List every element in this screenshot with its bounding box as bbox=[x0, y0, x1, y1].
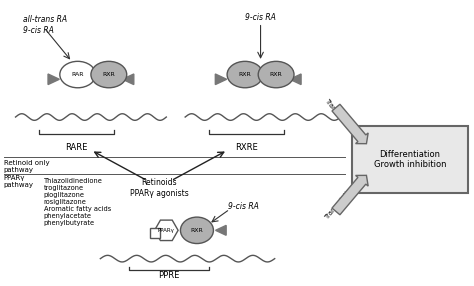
Text: RXR: RXR bbox=[191, 228, 203, 233]
Text: PPARγ
pathway: PPARγ pathway bbox=[4, 175, 34, 188]
Text: Retinoids
PPARγ agonists: Retinoids PPARγ agonists bbox=[130, 178, 189, 198]
FancyArrow shape bbox=[332, 104, 368, 144]
Text: 9-cis RA: 9-cis RA bbox=[228, 202, 258, 211]
Ellipse shape bbox=[227, 61, 263, 88]
Ellipse shape bbox=[60, 61, 96, 88]
Ellipse shape bbox=[91, 61, 127, 88]
Text: RARE: RARE bbox=[65, 143, 88, 152]
Polygon shape bbox=[290, 74, 301, 85]
FancyBboxPatch shape bbox=[353, 126, 468, 192]
Text: all-trans RA: all-trans RA bbox=[23, 15, 67, 24]
Polygon shape bbox=[215, 74, 227, 85]
Text: RXR: RXR bbox=[238, 72, 251, 77]
Text: 9-cis RA: 9-cis RA bbox=[245, 13, 276, 22]
Ellipse shape bbox=[181, 217, 213, 244]
Text: Differentiation
Growth inhibition: Differentiation Growth inhibition bbox=[374, 150, 446, 169]
FancyBboxPatch shape bbox=[150, 228, 160, 238]
Text: Transcription: Transcription bbox=[324, 184, 356, 221]
Ellipse shape bbox=[258, 61, 294, 88]
Polygon shape bbox=[48, 74, 59, 85]
Text: RAR: RAR bbox=[72, 72, 84, 77]
Polygon shape bbox=[216, 225, 226, 235]
Text: 9-cis RA: 9-cis RA bbox=[23, 26, 54, 35]
Text: RXR: RXR bbox=[270, 72, 283, 77]
Text: Thiazolidinedione
troglitazone
pioglitazone
rosiglitazone
Aromatic fatty acids
p: Thiazolidinedione troglitazone pioglitaz… bbox=[44, 178, 111, 227]
Text: RXR: RXR bbox=[102, 72, 115, 77]
Text: Transcription: Transcription bbox=[324, 99, 356, 136]
FancyArrow shape bbox=[332, 175, 368, 215]
Text: PPARγ: PPARγ bbox=[158, 228, 175, 233]
Polygon shape bbox=[122, 74, 134, 85]
Polygon shape bbox=[155, 220, 178, 241]
Text: Retinoid only
pathway: Retinoid only pathway bbox=[4, 160, 49, 172]
Text: RXRE: RXRE bbox=[235, 143, 258, 152]
Text: PPRE: PPRE bbox=[158, 271, 179, 280]
